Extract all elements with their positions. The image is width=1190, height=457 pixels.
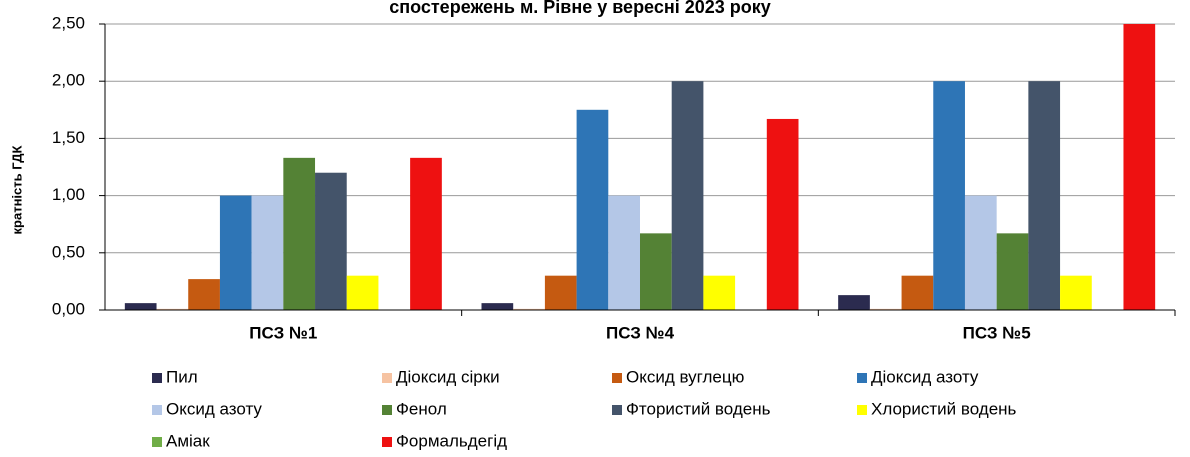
bar xyxy=(346,275,379,310)
legend-swatch xyxy=(382,405,392,415)
bar xyxy=(608,195,640,310)
bar xyxy=(576,109,609,310)
legend-label: Фенол xyxy=(396,399,447,418)
legend-swatch xyxy=(382,437,392,447)
bar xyxy=(996,233,1029,310)
bar xyxy=(901,275,934,310)
legend-label: Діоксид сірки xyxy=(396,367,500,386)
bar xyxy=(766,118,799,311)
bar xyxy=(640,233,672,310)
bar xyxy=(188,279,220,310)
legend-swatch xyxy=(612,373,622,383)
x-tick-label: ПСЗ №5 xyxy=(963,323,1031,342)
y-tick-label: 0,50 xyxy=(52,242,85,261)
legend-label: Хлористий водень xyxy=(871,399,1017,418)
y-tick-label: 0,00 xyxy=(52,299,85,318)
legend-label: Пил xyxy=(166,367,198,386)
bar xyxy=(1028,81,1061,310)
bar xyxy=(1060,275,1092,310)
bar xyxy=(410,157,442,310)
legend-swatch xyxy=(152,405,162,415)
bar xyxy=(124,303,157,310)
y-tick-label: 1,00 xyxy=(52,185,85,204)
bar xyxy=(251,195,284,310)
legend-label: Оксид азоту xyxy=(166,399,262,418)
bar xyxy=(481,303,514,310)
legend-swatch xyxy=(857,405,867,415)
bar xyxy=(1123,24,1156,310)
legend-swatch xyxy=(612,405,622,415)
bar xyxy=(219,195,252,310)
bar xyxy=(315,172,347,310)
chart-title: спостережень м. Рівне у вересні 2023 рок… xyxy=(389,0,771,17)
bar xyxy=(156,308,189,310)
bar xyxy=(283,157,316,310)
bar xyxy=(838,295,870,310)
legend-label: Аміак xyxy=(166,431,210,450)
bar xyxy=(513,308,545,310)
y-tick-label: 2,00 xyxy=(52,71,85,90)
bar xyxy=(933,81,965,310)
x-tick-label: ПСЗ №4 xyxy=(606,323,675,342)
legend-swatch xyxy=(152,437,162,447)
bar xyxy=(671,81,704,310)
bar xyxy=(964,195,997,310)
x-tick-label: ПСЗ №1 xyxy=(249,323,317,342)
legend-label: Діоксид азоту xyxy=(871,367,979,386)
legend-label: Фтористий водень xyxy=(626,399,771,418)
legend-label: Формальдегід xyxy=(396,431,507,450)
legend-swatch xyxy=(382,373,392,383)
legend-swatch xyxy=(857,373,867,383)
y-tick-label: 2,50 xyxy=(52,13,85,32)
bar xyxy=(703,275,736,310)
legend-swatch xyxy=(152,373,162,383)
y-axis-label: кратність ГДК xyxy=(9,145,24,234)
bar xyxy=(869,308,902,310)
legend-label: Оксид вуглецю xyxy=(626,367,745,386)
bar xyxy=(544,275,577,310)
y-tick-label: 1,50 xyxy=(52,128,85,147)
